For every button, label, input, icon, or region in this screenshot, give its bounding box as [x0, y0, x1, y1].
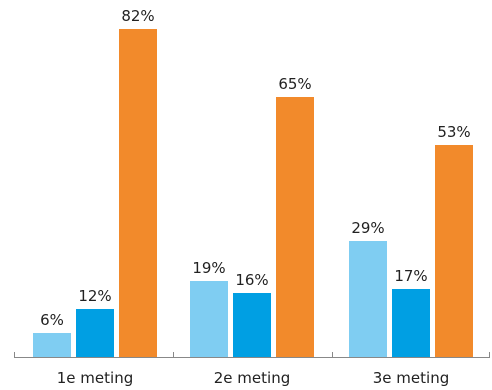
category-label: 1e meting — [57, 369, 133, 387]
data-label: 16% — [235, 271, 268, 289]
bar — [76, 309, 114, 357]
category-label: 3e meting — [373, 369, 449, 387]
data-label: 29% — [351, 219, 384, 237]
bar — [33, 333, 71, 357]
data-label: 17% — [394, 267, 427, 285]
bar — [392, 289, 430, 357]
bar — [233, 293, 271, 357]
bar — [435, 145, 473, 357]
bar — [276, 97, 314, 357]
data-label: 6% — [40, 311, 64, 329]
bar — [349, 241, 387, 357]
bar — [190, 281, 228, 357]
category-label: 2e meting — [214, 369, 290, 387]
data-label: 19% — [192, 259, 225, 277]
data-label: 53% — [437, 123, 470, 141]
bar — [119, 29, 157, 357]
data-label: 12% — [78, 287, 111, 305]
data-label: 82% — [121, 7, 154, 25]
data-label: 65% — [278, 75, 311, 93]
